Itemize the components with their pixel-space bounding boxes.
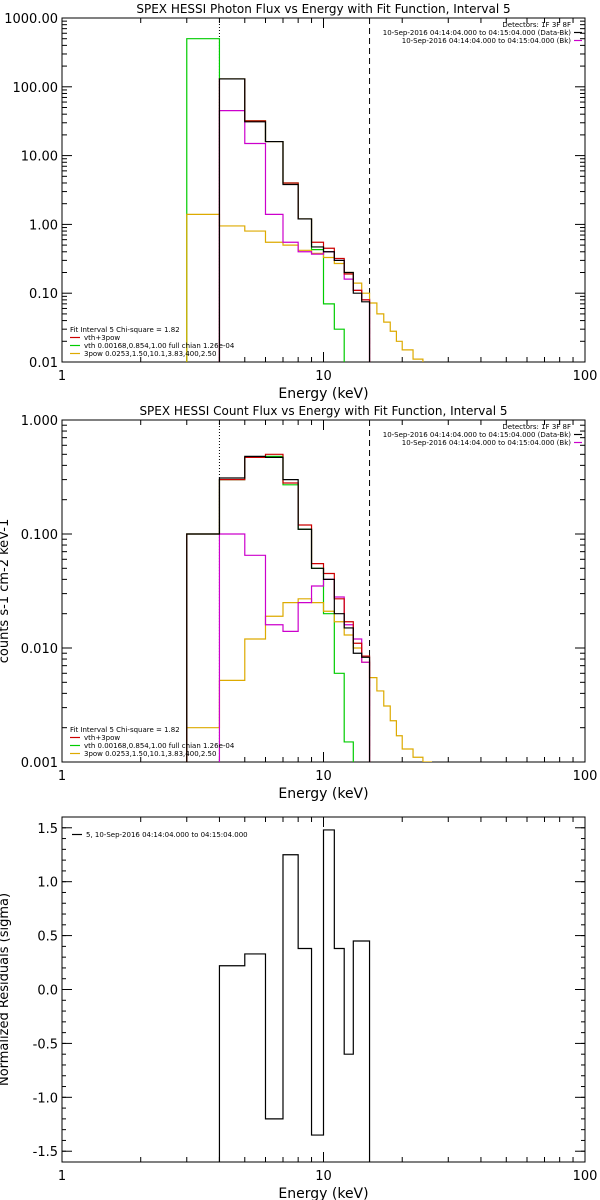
y-tick-label: 0.0: [37, 984, 58, 999]
y-tick-label: 0.01: [29, 356, 58, 371]
series-step-line: [186, 38, 354, 362]
chart-title: SPEX HESSI Count Flux vs Energy with Fit…: [139, 404, 507, 418]
x-tick-label: 100: [573, 769, 598, 784]
header-line: Detectors: 1F 3F 8F: [502, 423, 571, 431]
x-axis-label: Energy (keV): [278, 786, 368, 802]
header-line: 10-Sep-2016 04:14:04.000 to 04:15:04.000…: [402, 439, 572, 447]
x-tick-label: 10: [315, 769, 332, 784]
series-step-line: [218, 829, 371, 1162]
header-line: 10-Sep-2016 04:14:04.000 to 04:15:04.000…: [383, 431, 572, 439]
series-step-line: [218, 78, 371, 362]
series-step-line: [186, 455, 371, 762]
y-tick-label: -1.5: [33, 1145, 58, 1160]
series-step-line: [218, 110, 378, 362]
series-step-line: [218, 533, 378, 762]
x-tick-label: 100: [573, 1169, 598, 1184]
series-step-line: [186, 598, 433, 762]
header-line: 10-Sep-2016 04:14:04.000 to 04:15:04.000…: [383, 29, 572, 37]
fit-chi-square-text: Fit Interval 5 Chi-square = 1.82: [70, 726, 180, 734]
header-line: Detectors: 1F 3F 8F: [502, 21, 571, 29]
y-tick-label: 0.5: [37, 930, 58, 945]
x-axis-label: Energy (keV): [278, 386, 368, 402]
y-tick-label: 100.00: [13, 81, 59, 96]
series-group: [218, 829, 371, 1162]
legend-label: 5, 10-Sep-2016 04:14:04.000 to 04:15:04.…: [86, 831, 248, 839]
x-tick-label: 100: [573, 369, 598, 384]
y-tick-label: -0.5: [33, 1037, 58, 1052]
x-tick-label: 1: [58, 769, 66, 784]
y-tick-label: -1.0: [33, 1091, 58, 1106]
x-tick-label: 10: [315, 1169, 332, 1184]
fit-chi-square-text: Fit Interval 5 Chi-square = 1.82: [70, 326, 180, 334]
x-tick-label: 1: [58, 369, 66, 384]
series-step-line: [186, 453, 371, 762]
series-group: [186, 38, 433, 362]
x-tick-label: 1: [58, 1169, 66, 1184]
y-tick-label: 1000.00: [4, 12, 58, 27]
y-tick-label: 10.00: [21, 150, 58, 165]
y-tick-label: 1.00: [29, 218, 58, 233]
y-tick-label: 0.001: [21, 756, 58, 771]
y-axis-label: Normalized Residuals (sigma): [0, 893, 12, 1086]
legend-label: vth 0.00168,0.854,1.00 full chian 1.26e-…: [84, 342, 235, 350]
y-axis-label: counts s-1 cm-2 keV-1: [0, 519, 12, 664]
photon-flux-panel: 1 10 100 0.01 0.10 1.00 10.00 100.00 1000.00 SPEX…: [4, 2, 598, 402]
legend-label: vth 0.00168,0.854,1.00 full chian 1.26e-…: [84, 742, 235, 750]
y-tick-label: 0.010: [21, 642, 58, 657]
y-tick-label: 0.100: [21, 528, 58, 543]
y-tick-label: 0.10: [29, 287, 58, 302]
count-flux-panel: 1 10 100 0.001 0.010 0.100 1.000 SPEX HESSI Cou…: [0, 404, 598, 802]
residuals-panel: 1 10 100 -1.5 -1.0 -0.5 0.0 0.5 1.0 1.5 Energy (ke…: [0, 816, 598, 1200]
header-line: 10-Sep-2016 04:14:04.000 to 04:15:04.000…: [402, 37, 572, 45]
x-axis-label: Energy (keV): [278, 1186, 368, 1200]
series-step-line: [218, 78, 371, 362]
x-tick-label: 10: [315, 369, 332, 384]
chart-title: SPEX HESSI Photon Flux vs Energy with Fi…: [136, 2, 510, 16]
legend-label: 3pow 0.0253,1.50,10.1,3.83,400,2.50: [84, 350, 216, 358]
legend-label: vth+3pow: [84, 334, 120, 342]
legend-label: vth+3pow: [84, 734, 120, 742]
series-step-line: [186, 455, 354, 762]
y-tick-label: 1.0: [37, 876, 58, 891]
plot-frame: [61, 17, 586, 363]
y-tick-label: 1.5: [37, 822, 58, 837]
series-group: [186, 453, 433, 762]
legend-label: 3pow 0.0253,1.50,10.1,3.83,400,2.50: [84, 750, 216, 758]
y-tick-label: 1.000: [21, 414, 58, 429]
